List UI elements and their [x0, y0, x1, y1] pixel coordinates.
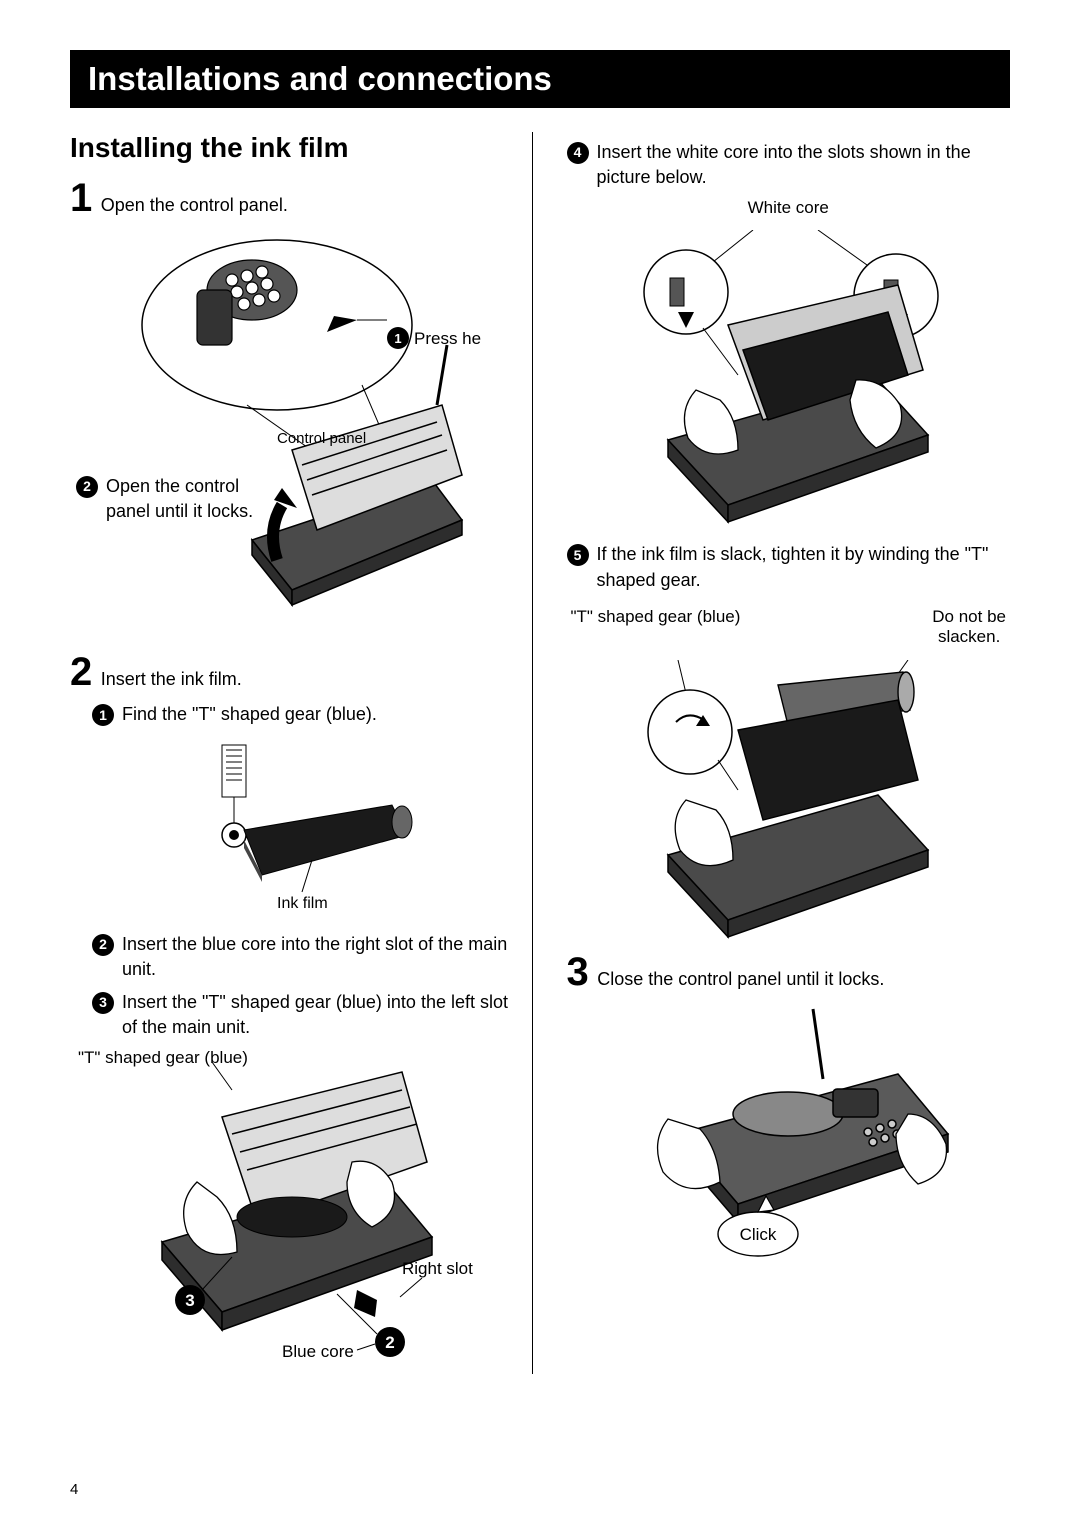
svg-text:Right slot: Right slot	[402, 1259, 473, 1278]
tgear2-label: "T" shaped gear (blue)	[571, 607, 741, 648]
right-column: 4 Insert the white core into the slots s…	[533, 132, 1011, 1374]
illustration-insert: 3 2 Right slot Blue core	[70, 1062, 514, 1362]
step1-number: 1	[70, 176, 92, 220]
whitecore-label: White core	[567, 198, 1011, 218]
sub4-text: Insert the white core into the slots sho…	[597, 140, 1011, 190]
svg-text:3: 3	[185, 1291, 194, 1310]
bullet-5-icon: 5	[567, 544, 589, 566]
bullet-2-icon: 2	[76, 476, 98, 498]
svg-text:2: 2	[385, 1333, 394, 1352]
bullet-2b-icon: 2	[92, 934, 114, 956]
slacken-label2: slacken.	[938, 627, 1000, 646]
slacken-label1: Do not be	[932, 607, 1006, 626]
illustration-step1: 1 Press here.	[70, 230, 514, 610]
step-3: 3 Close the control panel until it locks…	[567, 952, 1011, 992]
svg-text:Ink film: Ink film	[277, 895, 328, 912]
left-column: Installing the ink film 1 Open the contr…	[70, 132, 533, 1374]
svg-text:Control panel: Control panel	[277, 430, 366, 447]
step1-sub2: Open the control panel until it locks.	[106, 474, 256, 524]
step1-text: Open the control panel.	[101, 195, 288, 215]
svg-text:1: 1	[394, 331, 401, 346]
page-number: 4	[70, 1481, 78, 1498]
step2-text: Insert the ink film.	[101, 669, 242, 689]
illustration-close: Click	[567, 1004, 1011, 1264]
sub5-text: If the ink film is slack, tighten it by …	[597, 542, 1011, 592]
svg-text:Blue core: Blue core	[282, 1342, 354, 1361]
svg-text:Click: Click	[740, 1225, 777, 1244]
step-1: 1 Open the control panel.	[70, 178, 514, 218]
step3-number: 3	[567, 950, 589, 994]
section-title: Installing the ink film	[70, 132, 514, 164]
svg-text:Press here.: Press here.	[414, 329, 482, 348]
step2-sub3: Insert the "T" shaped gear (blue) into t…	[122, 990, 514, 1040]
illustration-inkfilm: Ink film	[70, 740, 514, 920]
step2-sub1: Find the "T" shaped gear (blue).	[122, 702, 377, 727]
banner-title: Installations and connections	[70, 50, 1010, 108]
bullet-4-icon: 4	[567, 142, 589, 164]
step2-sub2: Insert the blue core into the right slot…	[122, 932, 514, 982]
illustration-tighten	[567, 660, 1011, 940]
step-2: 2 Insert the ink film.	[70, 652, 514, 692]
step3-text: Close the control panel until it locks.	[597, 969, 884, 989]
bullet-3-icon: 3	[92, 992, 114, 1014]
illustration-whitecore	[567, 230, 1011, 530]
bullet-1b-icon: 1	[92, 704, 114, 726]
step2-number: 2	[70, 650, 92, 694]
